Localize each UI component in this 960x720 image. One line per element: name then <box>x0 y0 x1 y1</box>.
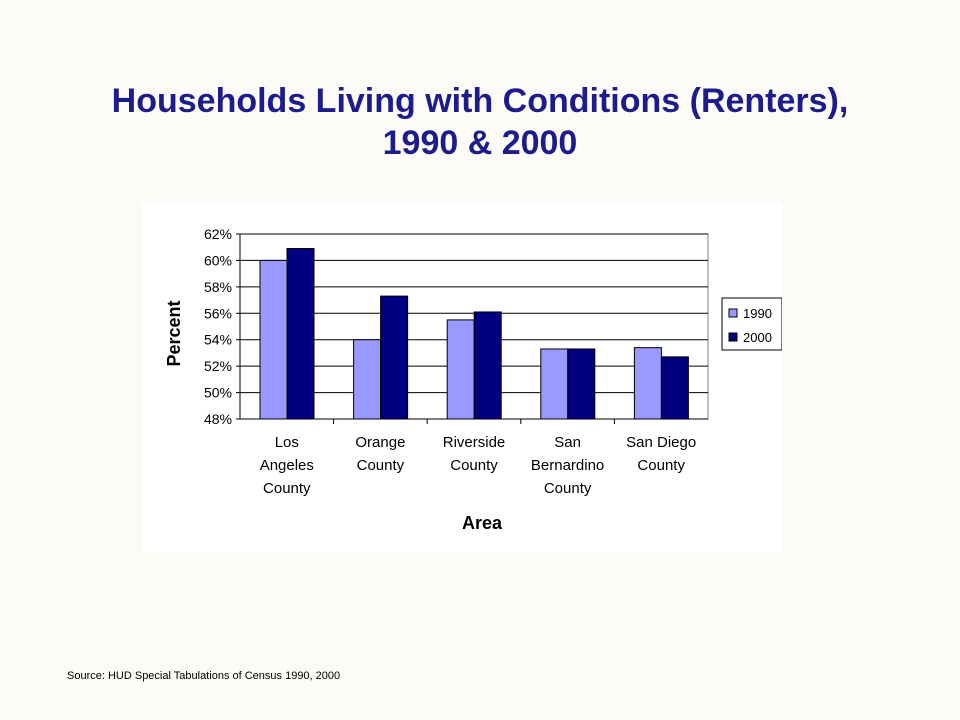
legend-swatch-2000 <box>728 332 738 342</box>
bar-1990 <box>540 348 569 420</box>
x-category-label: Los <box>275 434 299 451</box>
chart-panel: 48% 50% 52% 54% 56% 58% 60% 62% Los Angeles County… <box>142 202 782 552</box>
y-axis-title: Percent <box>164 300 184 366</box>
source-note: Source: HUD Special Tabulations of Censu… <box>67 670 341 682</box>
y-tick-label: 50% <box>204 385 232 401</box>
bar-1990 <box>259 259 288 420</box>
y-tick-label: 60% <box>204 252 232 268</box>
slide-title-line-2: 1990 & 2000 <box>382 124 578 162</box>
x-category-label: Bernardino <box>531 457 604 474</box>
bar-2000 <box>286 248 315 420</box>
x-category-label: County <box>544 480 592 497</box>
x-category-label: County <box>263 480 311 497</box>
bar-chart: 48% 50% 52% 54% 56% 58% 60% 62% Los Angeles County… <box>164 226 782 533</box>
y-tick-label: 56% <box>204 305 232 321</box>
bar-1990 <box>446 319 475 420</box>
x-category-label: County <box>450 457 498 474</box>
y-tick-label: 54% <box>204 332 232 348</box>
bar-2000 <box>660 356 689 420</box>
y-tick-label: 58% <box>204 279 232 295</box>
x-category-label: San <box>554 434 581 451</box>
x-category-label: Angeles <box>260 457 314 474</box>
bar-2000 <box>473 311 502 420</box>
bar-1990 <box>633 347 662 420</box>
slide-title: Households Living with Conditions (Rente… <box>0 80 960 164</box>
legend-label-2000: 2000 <box>743 330 772 345</box>
y-tick-label: 52% <box>204 358 232 374</box>
x-category-label: County <box>637 457 685 474</box>
x-category-label: Riverside <box>443 434 506 451</box>
bar-2000 <box>380 295 409 420</box>
bar-1990 <box>353 339 382 420</box>
x-axis-title: Area <box>462 513 503 533</box>
slide-title-line-1: Households Living with Conditions (Rente… <box>111 82 849 120</box>
x-category-label: County <box>357 457 405 474</box>
y-tick-label: 62% <box>204 226 232 242</box>
x-category-label: Orange <box>355 434 405 451</box>
legend-label-1990: 1990 <box>743 306 772 321</box>
x-category-label: San Diego <box>626 434 696 451</box>
y-tick-label: 48% <box>204 411 232 427</box>
bar-2000 <box>567 348 596 420</box>
legend-swatch-1990 <box>728 308 738 318</box>
